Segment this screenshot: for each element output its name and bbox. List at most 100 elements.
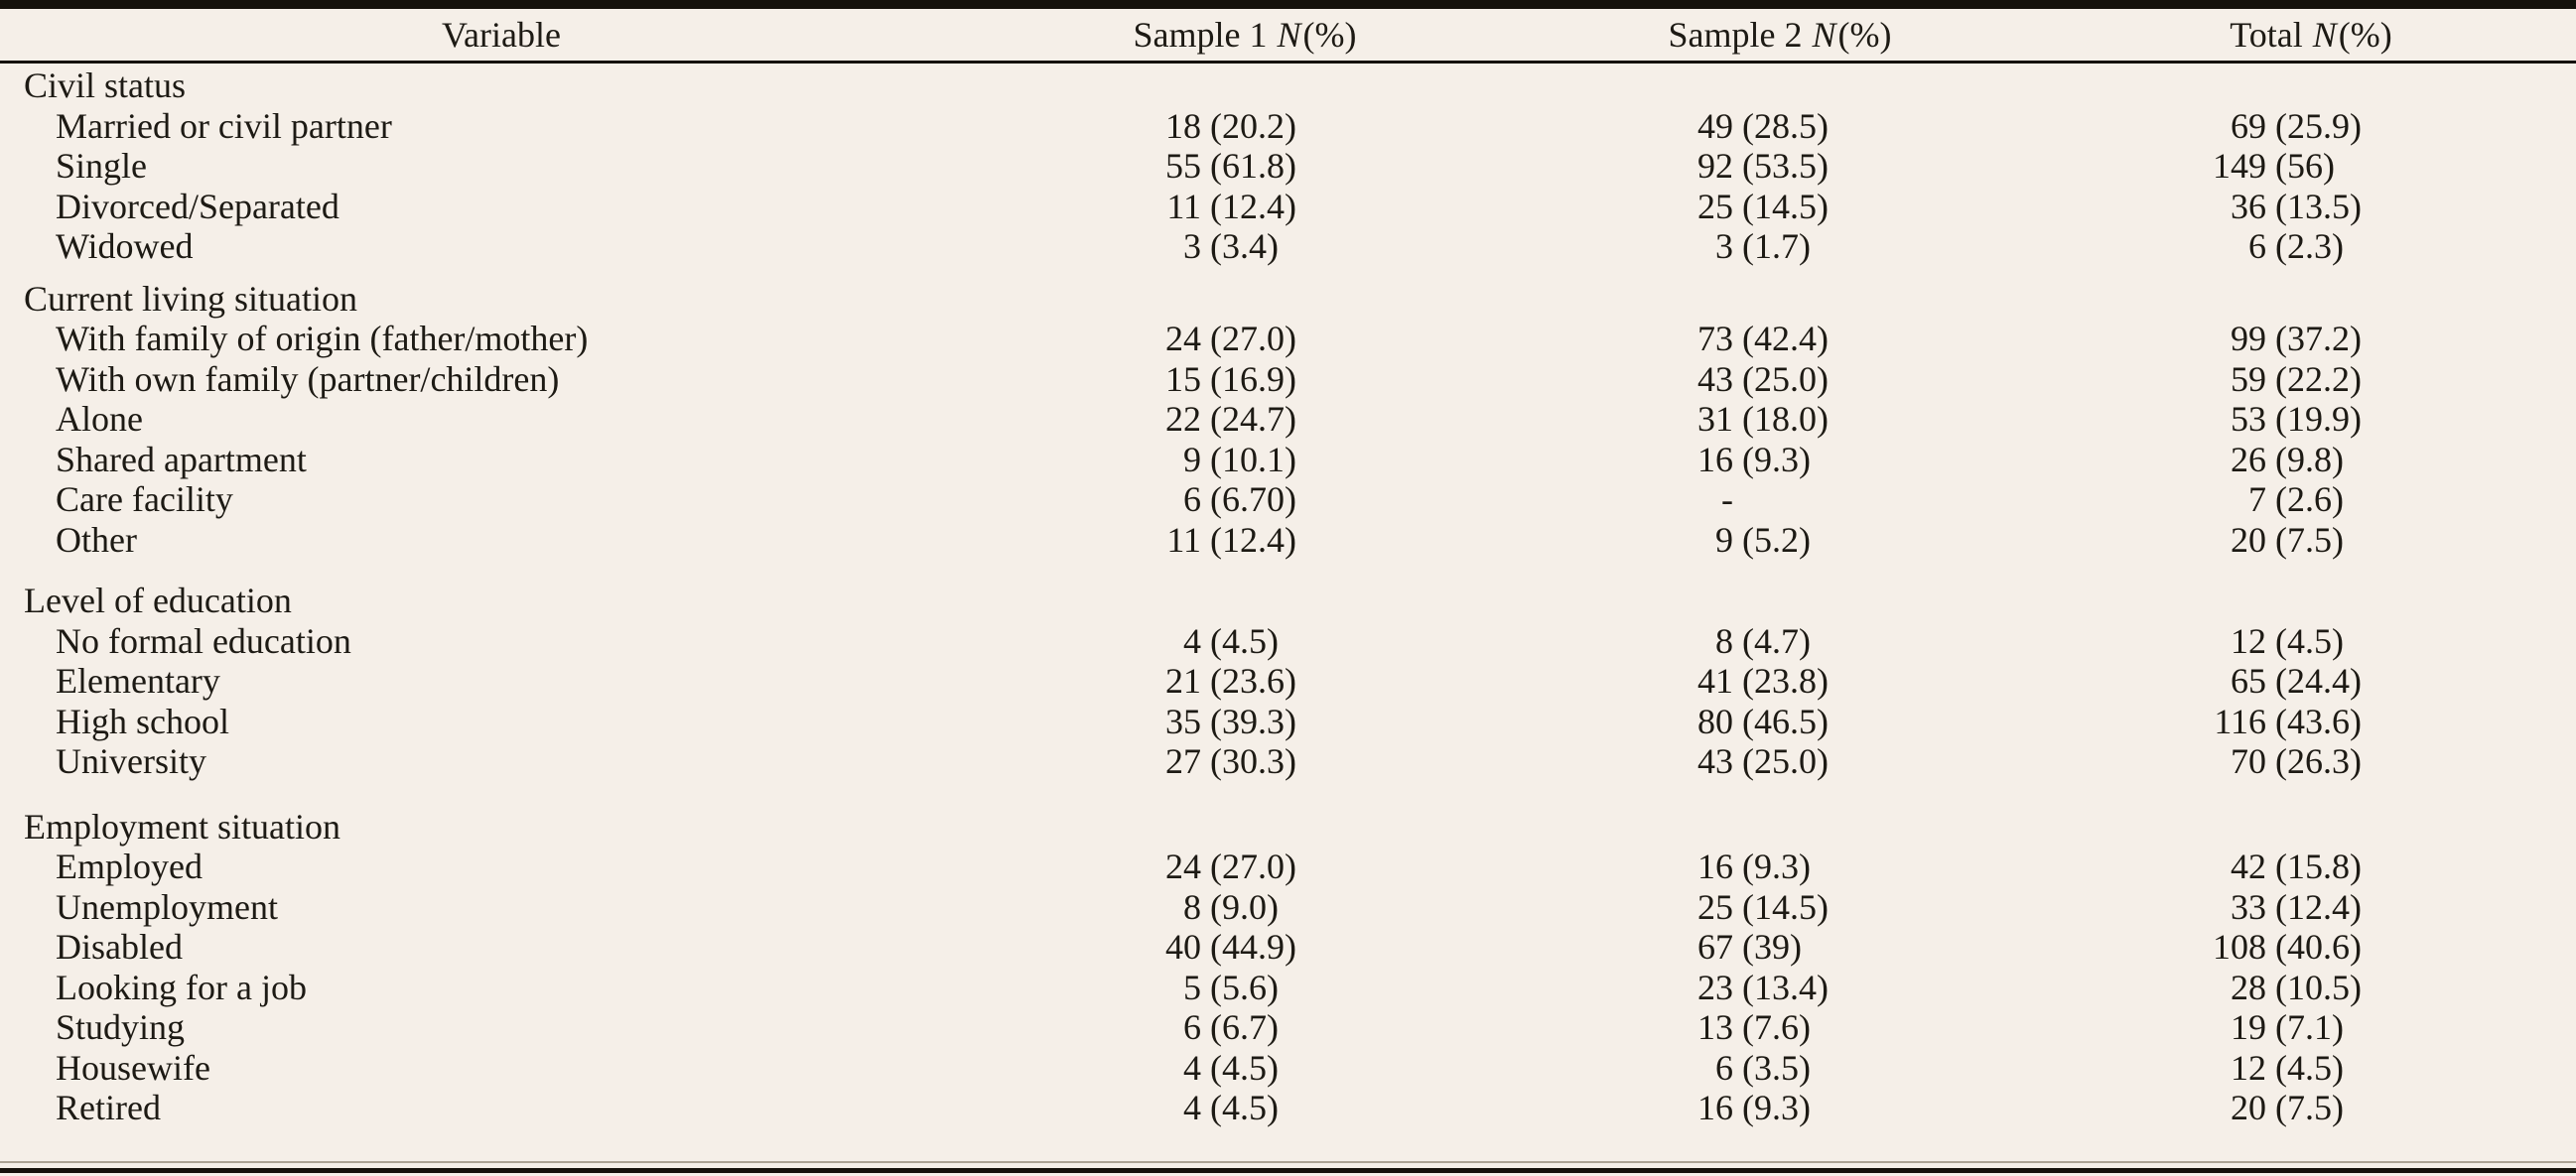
value-n: 16 <box>1697 1088 1733 1128</box>
value-pct: (53.5) <box>1742 146 1829 187</box>
value-pct: (39) <box>1742 927 1802 968</box>
row-label: Alone <box>56 399 143 440</box>
value-pct: (9.3) <box>1742 847 1811 887</box>
table-row: Unemployment 8 (9.0) 25 (14.5) 33 (12.4) <box>0 887 2576 928</box>
value-n: 25 <box>1697 886 1733 927</box>
cell-sample2: 8 (4.7) <box>1449 623 1985 659</box>
cell-total: 28 (10.5) <box>1985 970 2576 1005</box>
column-header-sample2-pct: (%) <box>1837 15 1892 55</box>
value-n: 24 <box>1165 847 1201 887</box>
value-pct: (61.8) <box>1210 146 1296 187</box>
cell-sample1: 24 (27.0) <box>1003 849 1449 884</box>
row-label: High school <box>56 701 229 741</box>
row-label: Divorced/Separated <box>56 186 339 226</box>
value-n: 28 <box>2231 967 2266 1007</box>
table-row: Disabled 40 (44.9) 67 (39) 108 (40.6) <box>0 927 2576 968</box>
value-pct: (39.3) <box>1210 701 1296 741</box>
value-pct: (4.5) <box>2275 620 2344 661</box>
section-title-row: Current living situation <box>0 279 2576 320</box>
value-n: 6 <box>1183 1007 1201 1048</box>
table-body: Civil status Married or civil partner 18 (2… <box>0 64 2576 1128</box>
value-pct: (10.1) <box>1210 439 1296 479</box>
value-pct: (4.5) <box>1210 1047 1279 1088</box>
column-header-variable: Variable <box>0 17 1003 53</box>
column-header-total: Total N(%) <box>1985 17 2576 53</box>
column-header-total-pct: (%) <box>2338 15 2392 55</box>
value-pct: (14.5) <box>1742 886 1829 927</box>
row-label: No formal education <box>56 620 351 661</box>
column-header-sample2: Sample 2 N(%) <box>1449 17 1985 53</box>
cell-sample2: 3 (1.7) <box>1449 228 1985 264</box>
value-pct: (12.4) <box>2275 886 2362 927</box>
value-pct: (7.5) <box>2275 519 2344 560</box>
cell-sample1: 6 (6.70) <box>1003 481 1449 517</box>
value-n: 7 <box>2248 479 2266 520</box>
cell-sample1: 9 (10.1) <box>1003 442 1449 477</box>
table-row: Other 11 (12.4) 9 (5.2) 20 (7.5) <box>0 520 2576 561</box>
cell-total: 42 (15.8) <box>1985 849 2576 884</box>
column-header-sample2-label: Sample 2 <box>1668 15 1803 55</box>
section-title-row: Level of education <box>0 581 2576 621</box>
cell-total: 19 (7.1) <box>1985 1009 2576 1045</box>
value-pct: (12.4) <box>1210 186 1296 226</box>
value-n: 22 <box>1165 399 1201 440</box>
row-label: Other <box>56 519 137 560</box>
value-pct: (18.0) <box>1742 399 1829 440</box>
table-top-rule <box>0 0 2576 9</box>
section-title-row: Employment situation <box>0 807 2576 848</box>
cell-sample2: 49 (28.5) <box>1449 108 1985 144</box>
cell-total: 20 (7.5) <box>1985 1090 2576 1125</box>
value-n: 23 <box>1697 967 1733 1007</box>
table-row: Alone 22 (24.7) 31 (18.0) 53 (19.9) <box>0 399 2576 440</box>
value-pct: (12.4) <box>1210 519 1296 560</box>
column-header-sample2-n: N <box>1812 15 1836 55</box>
row-label: Disabled <box>56 927 183 968</box>
value-n: 19 <box>2231 1007 2266 1048</box>
value-n: 5 <box>1183 967 1201 1007</box>
table-row: High school 35 (39.3) 80 (46.5) 116 (43.6) <box>0 702 2576 742</box>
value-pct: (25.0) <box>1742 741 1829 782</box>
value-n: 49 <box>1697 105 1733 146</box>
cell-total: 149 (56) <box>1985 148 2576 184</box>
column-header-total-n: N <box>2312 15 2337 55</box>
cell-sample1: 21 (23.6) <box>1003 663 1449 699</box>
value-n: 36 <box>2231 186 2266 226</box>
section-title: Current living situation <box>24 278 357 319</box>
value-pct: (13.5) <box>2275 186 2362 226</box>
cell-total: 12 (4.5) <box>1985 623 2576 659</box>
cell-sample2: 73 (42.4) <box>1449 321 1985 356</box>
row-label: Elementary <box>56 661 220 702</box>
value-pct: (46.5) <box>1742 701 1829 741</box>
value-n: 41 <box>1697 661 1733 702</box>
value-pct: (28.5) <box>1742 105 1829 146</box>
table-row: University 27 (30.3) 43 (25.0) 70 (26.3) <box>0 741 2576 782</box>
value-pct: (6.7) <box>1210 1007 1279 1048</box>
value-pct: (24.4) <box>2275 661 2362 702</box>
table-bottom-thin-rule <box>0 1161 2576 1163</box>
cell-sample1: 40 (44.9) <box>1003 929 1449 965</box>
cell-total: 7 (2.6) <box>1985 481 2576 517</box>
cell-total: 12 (4.5) <box>1985 1050 2576 1086</box>
value-pct: (2.6) <box>2275 479 2344 520</box>
value-pct: (23.6) <box>1210 661 1296 702</box>
value-n: 15 <box>1165 358 1201 399</box>
cell-sample2: 25 (14.5) <box>1449 189 1985 224</box>
cell-sample1: 4 (4.5) <box>1003 1090 1449 1125</box>
value-n: 18 <box>1165 105 1201 146</box>
cell-total: 33 (12.4) <box>1985 889 2576 925</box>
value-n: 73 <box>1697 319 1733 359</box>
table-row: Looking for a job 5 (5.6) 23 (13.4) 28 (10.5) <box>0 968 2576 1008</box>
value-pct: (25.0) <box>1742 358 1829 399</box>
value-n: 6 <box>1715 1047 1733 1088</box>
value-n: 11 <box>1166 186 1201 226</box>
row-label: Employed <box>56 847 203 887</box>
cell-sample1: 11 (12.4) <box>1003 189 1449 224</box>
value-n: 149 <box>2213 146 2266 187</box>
cell-total: 69 (25.9) <box>1985 108 2576 144</box>
value-n: 65 <box>2231 661 2266 702</box>
value-n: 20 <box>2231 519 2266 560</box>
cell-sample1: 8 (9.0) <box>1003 889 1449 925</box>
value-n: 108 <box>2213 927 2266 968</box>
value-pct: (9.3) <box>1742 439 1811 479</box>
